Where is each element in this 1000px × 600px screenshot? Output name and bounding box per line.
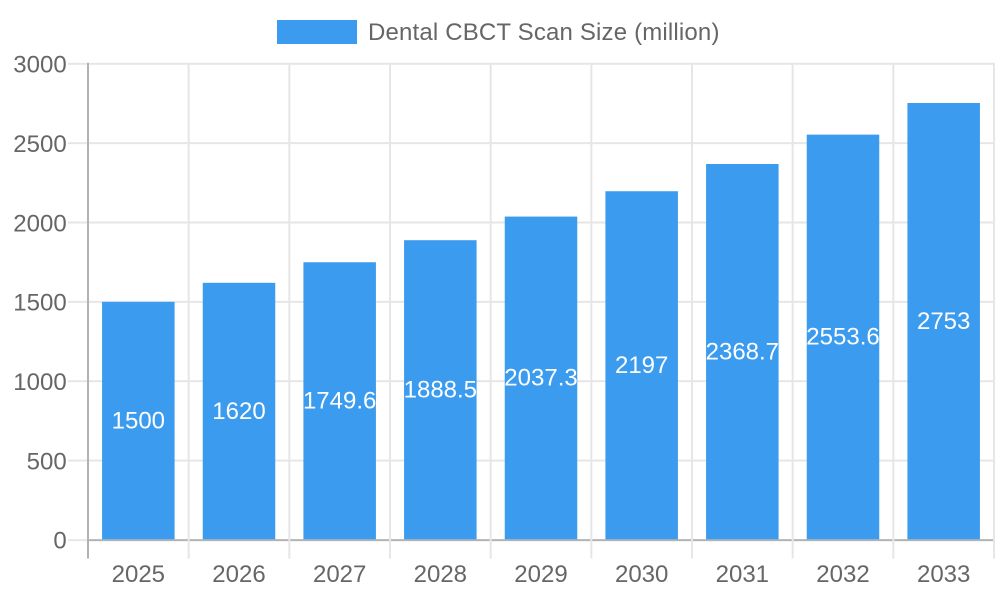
svg-text:2553.6: 2553.6: [806, 324, 879, 351]
svg-text:3000: 3000: [13, 52, 66, 79]
svg-text:500: 500: [27, 448, 67, 475]
svg-text:2368.7: 2368.7: [706, 338, 779, 365]
svg-text:2025: 2025: [112, 561, 165, 588]
svg-text:2033: 2033: [917, 561, 970, 588]
svg-text:2027: 2027: [313, 561, 366, 588]
svg-text:1620: 1620: [212, 398, 265, 425]
svg-text:0: 0: [53, 528, 66, 555]
svg-text:2031: 2031: [716, 561, 769, 588]
svg-text:2037.3: 2037.3: [504, 365, 577, 392]
svg-text:1500: 1500: [112, 407, 165, 434]
svg-text:2028: 2028: [414, 561, 467, 588]
svg-text:2030: 2030: [615, 561, 668, 588]
svg-text:Dental CBCT Scan Size (million: Dental CBCT Scan Size (million): [368, 19, 720, 46]
svg-text:2032: 2032: [816, 561, 869, 588]
svg-text:1749.6: 1749.6: [303, 388, 376, 415]
svg-text:2026: 2026: [212, 561, 265, 588]
svg-text:1500: 1500: [13, 290, 66, 317]
svg-text:2029: 2029: [514, 561, 567, 588]
svg-text:1000: 1000: [13, 369, 66, 396]
svg-text:2753: 2753: [917, 308, 970, 335]
svg-text:2000: 2000: [13, 210, 66, 237]
svg-text:2197: 2197: [615, 352, 668, 379]
svg-text:2500: 2500: [13, 131, 66, 158]
svg-text:1888.5: 1888.5: [404, 376, 477, 403]
